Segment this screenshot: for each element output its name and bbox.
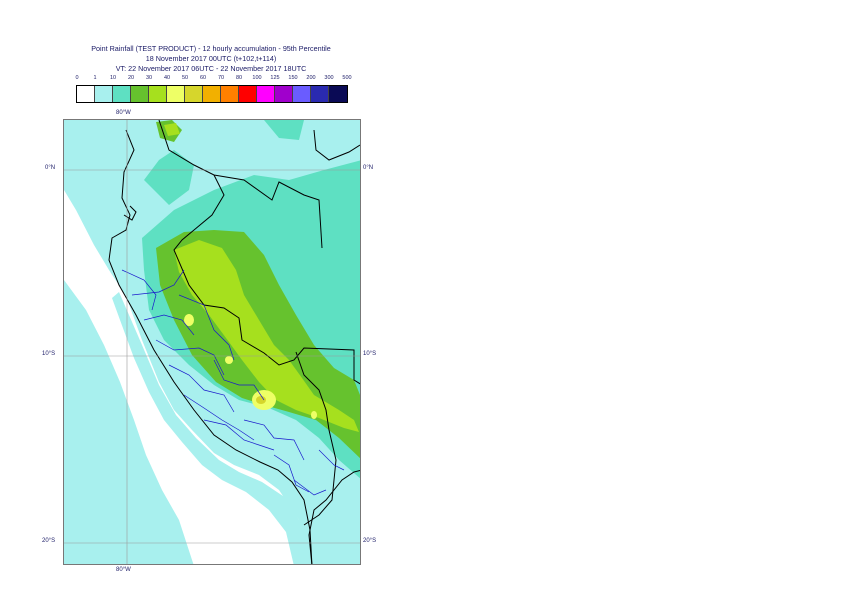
lon-label-top: 80°W: [116, 110, 131, 116]
lat-label-0-right: 0°N: [363, 165, 374, 171]
legend-swatch: [311, 86, 329, 102]
legend-swatch: [239, 86, 257, 102]
legend-ticks: 0 1 10 20 30 40 50 60 70 80 100 125 150 200 300 500: [75, 75, 352, 85]
legend-tick-label: 10: [109, 75, 117, 81]
rain-field-coast-stripe: [112, 292, 309, 564]
legend-tick-label: 50: [181, 75, 189, 81]
coastline: [108, 129, 313, 564]
legend-swatch: [149, 86, 167, 102]
peru-bolivia-border: [295, 351, 337, 526]
peru-brazil-border: [173, 174, 360, 385]
lon-label-bottom: 80°W: [116, 567, 131, 573]
rain-field-ocean-west: [64, 280, 194, 564]
lat-label-10-left: 10°S: [42, 351, 56, 357]
rain-spot-yellow-2: [184, 314, 194, 326]
legend-tick-label: 100: [252, 75, 262, 81]
legend-tick-label: 40: [163, 75, 171, 81]
legend-swatch: [131, 86, 149, 102]
legend-swatch: [257, 86, 275, 102]
legend-tick-label: 0: [75, 75, 79, 81]
legend-tick-label: 70: [217, 75, 225, 81]
legend-tick-label: 1: [93, 75, 97, 81]
legend-tick-label: 20: [127, 75, 135, 81]
rain-field-lime: [174, 240, 359, 432]
legend-tick-label: 300: [324, 75, 334, 81]
legend-tick-label: 80: [235, 75, 243, 81]
color-legend: 0 1 10 20 30 40 50 60 70 80 100 125 150 200 300 500: [75, 75, 352, 105]
legend-swatch: [167, 86, 185, 102]
legend-swatch: [329, 86, 347, 102]
legend-swatch: [293, 86, 311, 102]
lat-label-20-right: 20°S: [363, 538, 377, 544]
rain-field-lime-north: [164, 123, 180, 136]
rain-field-teal-north: [144, 150, 194, 205]
lat-label-10-right: 10°S: [363, 351, 377, 357]
legend-tick-label: 200: [306, 75, 316, 81]
rain-spot-khaki-1: [256, 396, 266, 404]
legend-tick-label: 125: [270, 75, 280, 81]
rain-spot-yellow-4: [311, 411, 317, 419]
rain-field-teal-ne: [264, 120, 304, 140]
graticule: [64, 120, 360, 564]
rainfall-map: [63, 119, 361, 565]
legend-tick-label: 150: [288, 75, 298, 81]
legend-swatch: [113, 86, 131, 102]
legend-swatch: [275, 86, 293, 102]
map-valid-time: VT: 22 November 2017 06UTC - 22 November…: [115, 64, 307, 73]
venezuela-outline: [313, 129, 360, 161]
map-run-time: 18 November 2017 00UTC (t+102,t+114): [145, 54, 277, 63]
rain-spot-yellow-3: [225, 356, 233, 364]
legend-swatch: [95, 86, 113, 102]
admin-borders: [121, 269, 345, 496]
legend-swatch: [185, 86, 203, 102]
gulf-shoreline: [123, 205, 137, 221]
country-borders: [108, 120, 360, 564]
lat-label-20-left: 20°S: [42, 538, 56, 544]
map-title: Point Rainfall (TEST PRODUCT) - 12 hourl…: [91, 44, 331, 53]
legend-swatches: [76, 85, 348, 103]
bolivia-chile-border: [308, 469, 360, 564]
legend-swatch: [203, 86, 221, 102]
colombia-ecuador-border: [158, 120, 323, 249]
lat-label-0-left: 0°N: [45, 165, 56, 171]
legend-tick-label: 30: [145, 75, 153, 81]
legend-tick-label: 60: [199, 75, 207, 81]
legend-swatch: [221, 86, 239, 102]
legend-tick-label: 500: [342, 75, 352, 81]
legend-swatch: [77, 86, 95, 102]
map-canvas: [64, 120, 360, 564]
